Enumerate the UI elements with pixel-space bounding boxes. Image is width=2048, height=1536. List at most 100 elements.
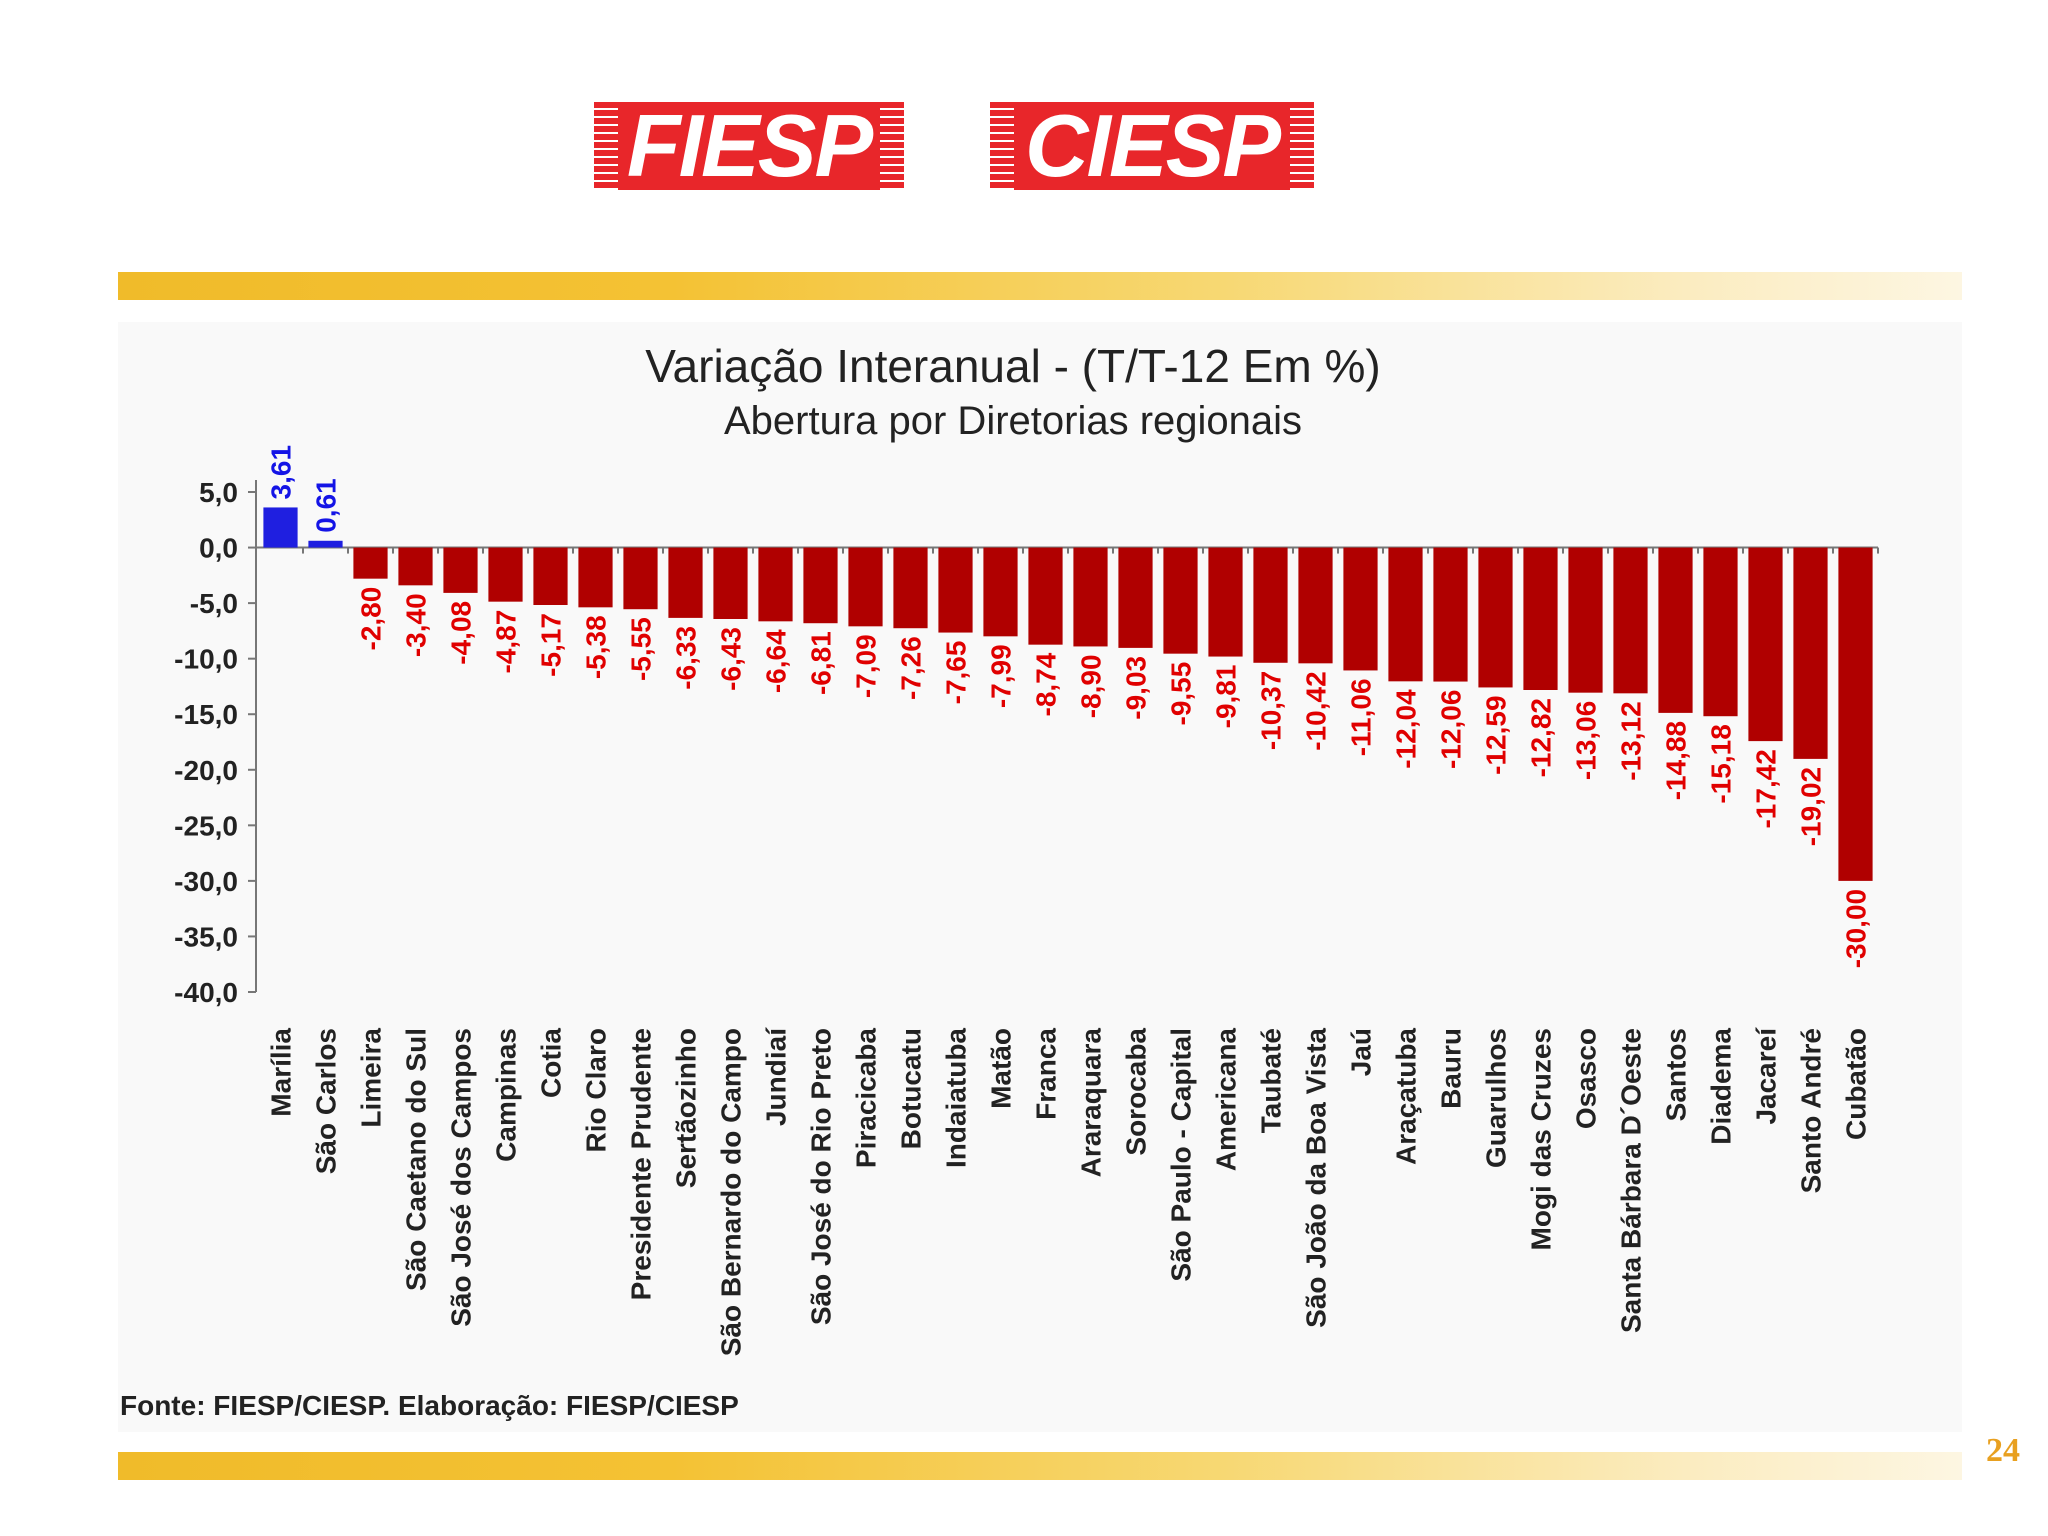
category-label: Matão	[986, 1028, 1017, 1109]
data-label: -6,33	[671, 626, 702, 690]
bar	[1658, 547, 1693, 713]
bar	[1343, 547, 1378, 671]
bottom-divider-band	[118, 1452, 1962, 1480]
bar	[308, 540, 343, 548]
data-label: -13,12	[1616, 701, 1647, 780]
category-label: Cotia	[536, 1028, 567, 1098]
bar	[938, 547, 973, 633]
data-label: -2,80	[356, 587, 387, 651]
category-label: Osasco	[1571, 1028, 1602, 1129]
data-label: -30,00	[1841, 889, 1872, 968]
data-label: 0,61	[311, 478, 342, 533]
data-label: -9,03	[1121, 656, 1152, 720]
fiesp-logo-text: FIESP	[626, 102, 873, 190]
data-label: -7,99	[986, 644, 1017, 708]
page-number: 24	[1986, 1432, 2020, 1469]
category-label: Jundiaí	[761, 1027, 792, 1126]
bar	[983, 547, 1018, 637]
category-label: Limeira	[356, 1028, 387, 1128]
category-label: Jacareí	[1751, 1027, 1782, 1125]
bar	[1568, 547, 1603, 693]
data-label: -7,65	[941, 641, 972, 705]
category-label: São Carlos	[311, 1028, 342, 1174]
chart-panel: Variação Interanual - (T/T-12 Em %) Aber…	[118, 322, 1962, 1432]
data-label: -11,06	[1346, 678, 1377, 756]
data-label: 3,61	[266, 445, 297, 500]
category-label: Piracicaba	[851, 1028, 882, 1169]
data-label: -10,37	[1256, 671, 1287, 750]
bar	[623, 547, 658, 610]
category-label: Araçatuba	[1391, 1028, 1422, 1165]
data-label: -7,26	[896, 636, 927, 700]
category-label: Diadema	[1706, 1028, 1737, 1145]
category-label: Santa Bárbara D´Oeste	[1616, 1028, 1647, 1333]
bar	[1028, 547, 1063, 645]
category-label: Mogi das Cruzes	[1526, 1028, 1557, 1250]
bar	[1478, 547, 1513, 688]
category-label: Araraquara	[1076, 1028, 1107, 1178]
bar	[758, 547, 793, 622]
bar	[1523, 547, 1558, 690]
y-tick-label: -10,0	[174, 644, 238, 675]
data-label: -12,06	[1436, 690, 1467, 769]
category-label: Presidente Prudente	[626, 1028, 657, 1300]
bar	[578, 547, 613, 608]
category-label: Marília	[266, 1028, 297, 1117]
data-label: -4,87	[491, 610, 522, 674]
category-label: Botucatu	[896, 1028, 927, 1149]
bar	[1838, 547, 1873, 881]
category-label: Santos	[1661, 1028, 1692, 1121]
bar	[1253, 547, 1288, 663]
category-label: Taubaté	[1256, 1028, 1287, 1133]
y-tick-label: -40,0	[174, 977, 238, 1008]
data-label: -6,43	[716, 627, 747, 691]
y-tick-label: 0,0	[199, 533, 238, 564]
y-tick-label: 5,0	[199, 477, 238, 508]
bar	[668, 547, 703, 618]
bar	[263, 507, 298, 548]
category-label: Sertãozinho	[671, 1028, 702, 1188]
category-label: Sorocaba	[1121, 1028, 1152, 1156]
bar	[1118, 547, 1153, 648]
data-label: -9,55	[1166, 662, 1197, 726]
category-label: São Paulo - Capital	[1166, 1028, 1197, 1282]
fiesp-logo: FIESP	[594, 102, 904, 190]
bar-chart: Variação Interanual - (T/T-12 Em %) Aber…	[174, 340, 1879, 1356]
bar	[1208, 547, 1243, 657]
y-tick-label: -35,0	[174, 921, 238, 952]
chart-subtitle: Abertura por Diretorias regionais	[724, 399, 1302, 443]
data-label: -12,04	[1391, 689, 1422, 769]
data-label: -6,81	[806, 631, 837, 695]
data-label: -10,42	[1301, 671, 1332, 750]
category-label: Franca	[1031, 1028, 1062, 1120]
bar	[803, 547, 838, 624]
bar	[1388, 547, 1423, 682]
category-label: São João da Boa Vista	[1301, 1028, 1332, 1328]
bar	[443, 547, 478, 593]
data-label: -5,17	[536, 613, 567, 677]
category-label: São Caetano do Sul	[401, 1028, 432, 1291]
data-label: -5,55	[626, 617, 657, 681]
category-label: São José do Rio Preto	[806, 1028, 837, 1325]
data-label: -12,59	[1481, 695, 1512, 774]
data-label: -12,82	[1526, 698, 1557, 777]
data-label: -17,42	[1751, 749, 1782, 828]
bar	[488, 547, 523, 602]
data-label: -4,08	[446, 601, 477, 665]
source-note: Fonte: FIESP/CIESP. Elaboração: FIESP/CI…	[120, 1390, 739, 1421]
ciesp-logo-text: CIESP	[1024, 102, 1281, 190]
bar	[1613, 547, 1648, 694]
chart-title: Variação Interanual - (T/T-12 Em %)	[645, 340, 1380, 392]
category-label: Cubatão	[1841, 1028, 1872, 1140]
bar	[1073, 547, 1108, 647]
bar	[848, 547, 883, 627]
data-label: -6,64	[761, 629, 792, 693]
data-label: -8,74	[1031, 652, 1062, 716]
data-label: -8,90	[1076, 654, 1107, 718]
bar	[1748, 547, 1783, 742]
data-label: -15,18	[1706, 724, 1737, 803]
data-label: -3,40	[401, 593, 432, 657]
top-divider-band	[118, 272, 1962, 300]
y-tick-label: -5,0	[190, 588, 238, 619]
bar	[398, 547, 433, 586]
